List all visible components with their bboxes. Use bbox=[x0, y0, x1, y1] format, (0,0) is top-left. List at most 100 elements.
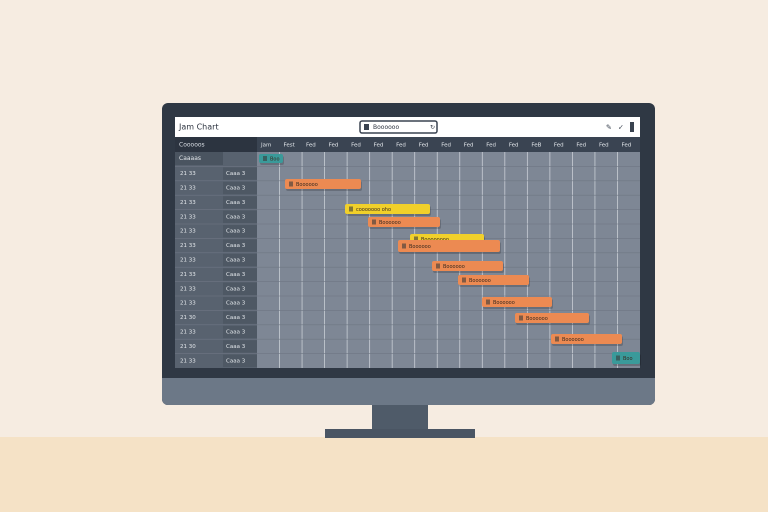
row-name-cell bbox=[223, 340, 257, 353]
task-icon bbox=[402, 243, 406, 249]
monitor-neck bbox=[372, 400, 428, 432]
task-label: Boooooo bbox=[469, 278, 491, 284]
row-date: 21 33 bbox=[180, 258, 196, 264]
row-name-cell bbox=[223, 196, 257, 209]
header-row bbox=[175, 137, 640, 152]
search-icon bbox=[364, 124, 369, 130]
column-header: Fed bbox=[374, 143, 384, 149]
column-header: FeB bbox=[531, 143, 541, 149]
row-name: Caaa 3 bbox=[226, 301, 246, 307]
task-bar[interactable] bbox=[398, 240, 500, 252]
desk bbox=[0, 437, 768, 512]
column-header: Fed bbox=[351, 143, 361, 149]
corner-label: Cooooos bbox=[179, 142, 205, 149]
column-header: Fed bbox=[599, 143, 609, 149]
row-date: 21 33 bbox=[180, 301, 196, 307]
group-cell bbox=[175, 152, 223, 165]
monitor-base bbox=[325, 429, 475, 438]
gantt-layer: Jam Fest Fed Fed Fed Fed Fed Fed Fed Fed Fed Fed FeB… bbox=[175, 143, 641, 368]
task-label: Boooooo bbox=[296, 182, 318, 188]
row-name-cell bbox=[223, 354, 257, 367]
task-bar[interactable] bbox=[458, 275, 529, 285]
task-label: Boooooo bbox=[379, 220, 401, 226]
column-header: Fed bbox=[621, 143, 631, 149]
row-name-cell bbox=[223, 181, 257, 195]
task-bar[interactable] bbox=[345, 204, 430, 214]
task-icon bbox=[436, 263, 440, 269]
task-label: Boooooo bbox=[526, 316, 548, 322]
column-header: Fed bbox=[396, 143, 406, 149]
menu-icon[interactable] bbox=[630, 122, 634, 132]
task-bar[interactable] bbox=[368, 217, 440, 227]
row-date: 21 33 bbox=[180, 243, 196, 249]
task-icon bbox=[289, 181, 293, 187]
row-name-cell bbox=[223, 297, 257, 310]
task-icon bbox=[462, 277, 466, 283]
row-date: 21 33 bbox=[180, 229, 196, 235]
task-icon bbox=[372, 219, 376, 225]
row-date: 21 33 bbox=[180, 272, 196, 278]
row-date: 21 33 bbox=[180, 200, 196, 206]
row-name-cell bbox=[223, 311, 257, 324]
search-button[interactable]: ↻ bbox=[430, 124, 435, 131]
task-icon bbox=[555, 336, 559, 342]
task-icon bbox=[263, 156, 267, 161]
row-date: 21 33 bbox=[180, 171, 196, 177]
row-name-cell bbox=[223, 325, 257, 339]
row-date: 21 30 bbox=[180, 344, 196, 350]
row-name: Caaa 3 bbox=[226, 315, 246, 321]
task-label: Boooooo bbox=[409, 244, 431, 250]
task-bar[interactable] bbox=[612, 352, 640, 364]
task-icon bbox=[486, 299, 490, 305]
task-bar[interactable] bbox=[515, 313, 589, 323]
row-name: Caaa 3 bbox=[226, 358, 246, 364]
check-icon[interactable]: ✓ bbox=[618, 124, 624, 132]
row-name-cell bbox=[223, 253, 257, 267]
column-header: Jam bbox=[260, 143, 271, 149]
row-date: 21 33 bbox=[180, 358, 196, 364]
task-label: Boo bbox=[623, 356, 633, 362]
task-icon bbox=[349, 206, 353, 212]
row-name: Caaa 3 bbox=[226, 243, 246, 249]
row-date: 21 33 bbox=[180, 330, 196, 336]
row-name: Caaa 3 bbox=[226, 229, 246, 235]
task-bar[interactable] bbox=[482, 297, 552, 307]
row-name: Caaa 3 bbox=[226, 258, 246, 264]
row-name: Caaa 3 bbox=[226, 286, 246, 292]
column-header: Fed bbox=[441, 143, 451, 149]
column-header: Fed bbox=[329, 143, 339, 149]
corner-cell bbox=[175, 137, 257, 152]
row-date: 21 33 bbox=[180, 186, 196, 192]
group-label: Caaaas bbox=[179, 155, 201, 162]
column-header: Fest bbox=[284, 143, 296, 149]
row-name: Caaa 3 bbox=[226, 330, 246, 336]
row-name-cell bbox=[223, 167, 257, 180]
row-name: Caaa 3 bbox=[226, 186, 246, 192]
column-header: Fed bbox=[464, 143, 474, 149]
row-name-cell bbox=[223, 225, 257, 238]
search-text: Boooooo bbox=[373, 124, 399, 131]
row-name-cell bbox=[223, 210, 257, 223]
task-label: cooooooo oho bbox=[356, 207, 391, 213]
column-header: Fed bbox=[486, 143, 496, 149]
task-label: Boooooo bbox=[443, 264, 465, 270]
row-name: Caaa 3 bbox=[226, 214, 246, 220]
edit-icon[interactable]: ✎ bbox=[606, 124, 612, 132]
task-icon bbox=[414, 236, 418, 242]
task-bar[interactable] bbox=[551, 334, 622, 344]
column-header: Fed bbox=[419, 143, 429, 149]
task-bar[interactable] bbox=[285, 179, 361, 189]
task-icon bbox=[616, 355, 620, 361]
task-label: Boo bbox=[270, 157, 280, 163]
row-date: 21 30 bbox=[180, 315, 196, 321]
row-name: Caaa 3 bbox=[226, 344, 246, 350]
task-label: Boooooo bbox=[562, 337, 584, 343]
monitor-chin bbox=[162, 378, 655, 405]
task-label: Boooooo bbox=[493, 300, 515, 306]
column-header: Fed bbox=[306, 143, 316, 149]
search-box[interactable] bbox=[359, 120, 438, 134]
row-name-cell bbox=[223, 268, 257, 281]
row-date: 21 33 bbox=[180, 214, 196, 220]
task-bar[interactable] bbox=[432, 261, 503, 271]
